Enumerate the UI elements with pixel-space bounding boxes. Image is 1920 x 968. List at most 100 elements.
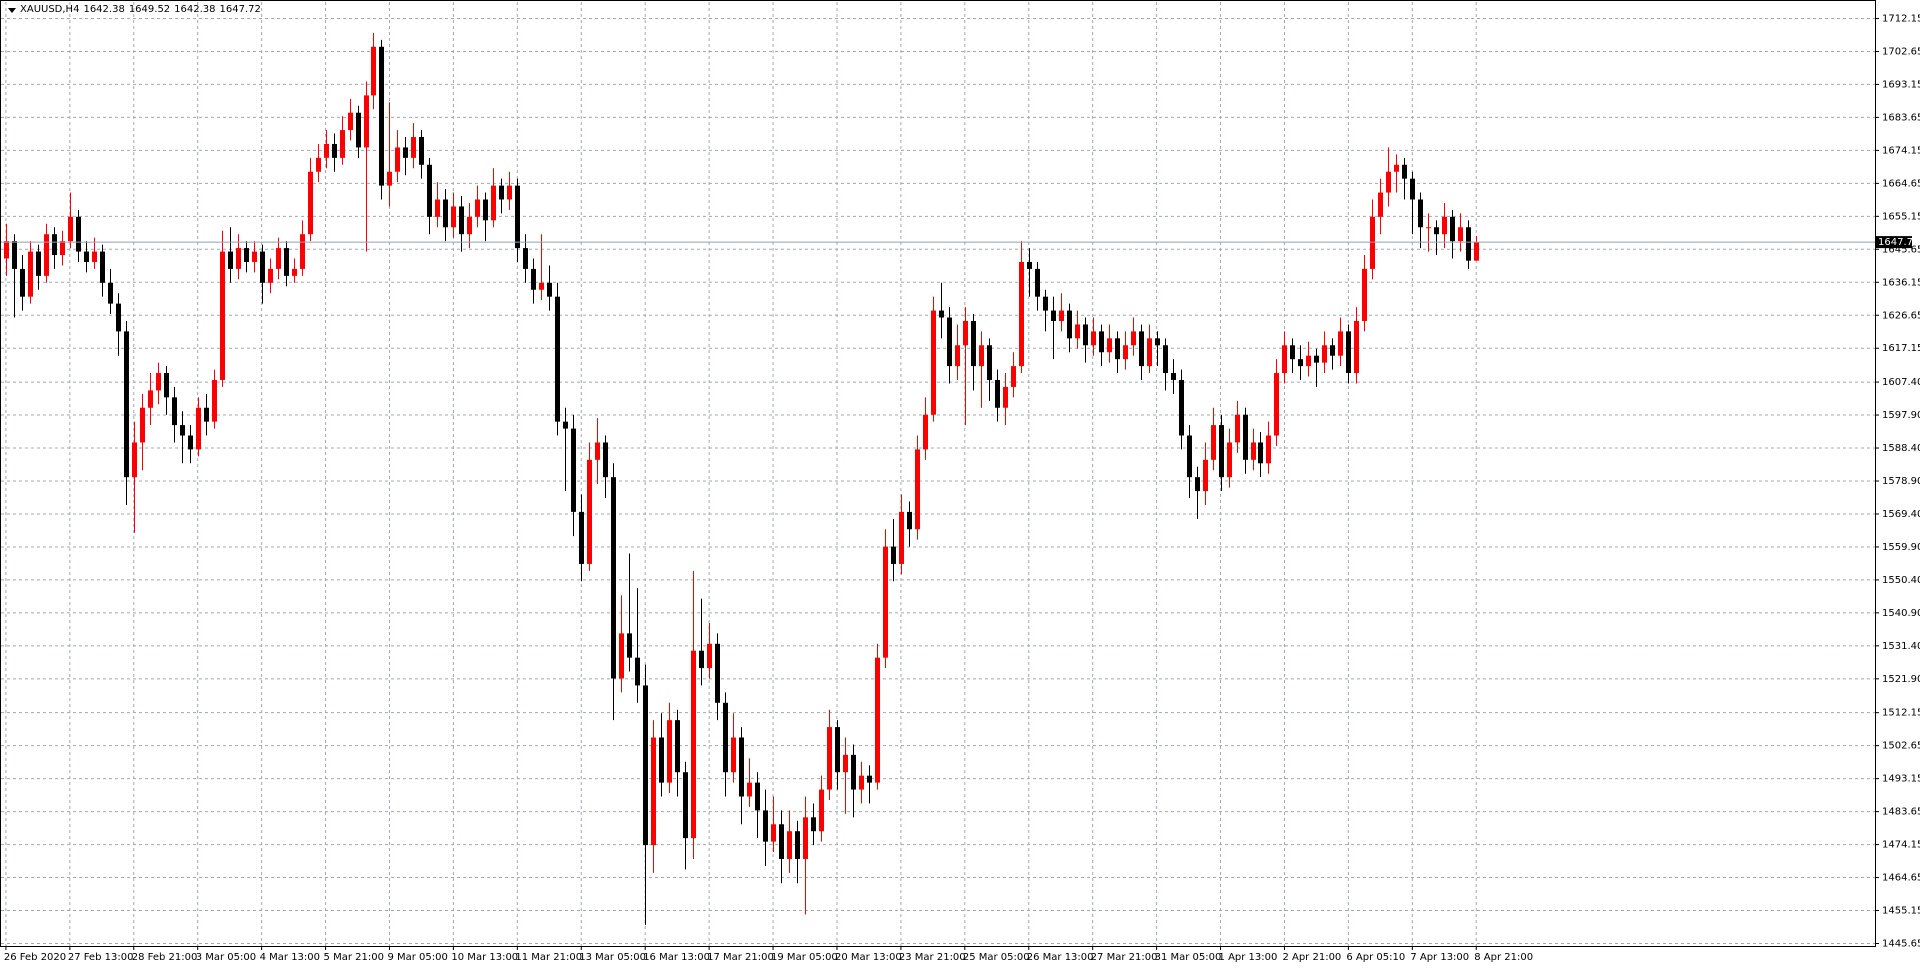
candle-body bbox=[1059, 310, 1064, 321]
candle-body bbox=[1474, 242, 1479, 261]
candle-body bbox=[196, 407, 201, 450]
y-tick-label: 1588.40 bbox=[1882, 443, 1920, 454]
candle-body bbox=[1274, 373, 1279, 436]
candle-body bbox=[539, 282, 544, 290]
candle-body bbox=[292, 268, 297, 276]
candle-body bbox=[619, 633, 624, 679]
y-tick-label: 1636.15 bbox=[1882, 277, 1920, 288]
candle-body bbox=[771, 824, 776, 842]
candle-body bbox=[483, 199, 488, 221]
candle-body bbox=[803, 817, 808, 859]
y-tick-label: 1617.15 bbox=[1882, 343, 1920, 354]
candle-body bbox=[92, 251, 97, 262]
candle-body bbox=[683, 772, 688, 839]
candle-body bbox=[963, 320, 968, 346]
x-tick-label: 26 Feb 2020 bbox=[4, 952, 66, 963]
y-tick-label: 1674.15 bbox=[1882, 145, 1920, 156]
x-tick-label: 13 Mar 05:00 bbox=[579, 952, 646, 963]
candle-body bbox=[475, 199, 480, 217]
candle-body bbox=[915, 449, 920, 530]
candle-body bbox=[1067, 310, 1072, 339]
x-tick-label: 19 Mar 05:00 bbox=[771, 952, 838, 963]
candle-body bbox=[787, 831, 792, 859]
candle-body bbox=[907, 511, 912, 530]
candle-body bbox=[20, 268, 25, 297]
candle-body bbox=[891, 546, 896, 564]
candle-body bbox=[515, 185, 520, 249]
x-tick-label: 4 Mar 13:00 bbox=[260, 952, 320, 963]
y-tick-label: 1569.40 bbox=[1882, 509, 1920, 520]
candle-body bbox=[1338, 331, 1343, 356]
candle-body bbox=[1091, 331, 1096, 346]
candle-body bbox=[1370, 216, 1375, 269]
x-tick-label: 23 Mar 21:00 bbox=[899, 952, 966, 963]
y-tick-label: 1512.15 bbox=[1882, 708, 1920, 719]
candle-body bbox=[1330, 345, 1335, 356]
candle-body bbox=[244, 248, 249, 262]
candle-body bbox=[691, 650, 696, 839]
y-tick-label: 1474.15 bbox=[1882, 840, 1920, 851]
y-tick-label: 1531.40 bbox=[1882, 641, 1920, 652]
candle-body bbox=[723, 702, 728, 773]
candle-body bbox=[356, 112, 361, 148]
candle-body bbox=[987, 345, 992, 380]
candle-body bbox=[379, 46, 384, 186]
candle-body bbox=[1179, 379, 1184, 436]
candle-body bbox=[707, 643, 712, 669]
candle-body bbox=[1139, 331, 1144, 367]
candle-body bbox=[979, 345, 984, 367]
candle-body bbox=[1075, 324, 1080, 339]
chart-header: XAUUSD,H4 1642.38 1649.52 1642.38 1647.7… bbox=[8, 4, 261, 15]
candle-body bbox=[747, 782, 752, 797]
candle-body bbox=[627, 633, 632, 658]
y-tick-label: 1493.15 bbox=[1882, 774, 1920, 785]
candle-body bbox=[1386, 171, 1391, 193]
candle-body bbox=[883, 546, 888, 658]
plot-frame bbox=[0, 0, 1876, 947]
candle-body bbox=[643, 685, 648, 846]
x-tick-label: 8 Apr 21:00 bbox=[1474, 952, 1533, 963]
candle-body bbox=[60, 241, 65, 256]
candle-body bbox=[1219, 425, 1224, 478]
y-tick-label: 1550.40 bbox=[1882, 575, 1920, 586]
x-tick-label: 27 Mar 21:00 bbox=[1091, 952, 1158, 963]
candle-body bbox=[587, 459, 592, 564]
candle-body bbox=[779, 824, 784, 859]
x-tick-label: 17 Mar 21:00 bbox=[707, 952, 774, 963]
x-tick-label: 3 Mar 05:00 bbox=[196, 952, 256, 963]
candle-body bbox=[579, 511, 584, 564]
candle-body bbox=[715, 643, 720, 703]
candle-body bbox=[1258, 442, 1263, 464]
candle-body bbox=[1298, 359, 1303, 367]
candle-body bbox=[308, 171, 313, 235]
y-tick-label: 1559.90 bbox=[1882, 542, 1920, 553]
candle-body bbox=[1426, 227, 1431, 229]
candle-body bbox=[124, 331, 129, 478]
candle-body bbox=[1035, 268, 1040, 297]
candle-body bbox=[603, 442, 608, 478]
x-tick-label: 25 Mar 05:00 bbox=[963, 952, 1030, 963]
candle-body bbox=[971, 320, 976, 367]
candle-body bbox=[1314, 355, 1319, 363]
candle-body bbox=[1362, 268, 1367, 321]
x-tick-label: 6 Apr 05:10 bbox=[1346, 952, 1405, 963]
candle-body bbox=[204, 407, 209, 422]
candle-body bbox=[563, 421, 568, 429]
candle-body bbox=[1402, 164, 1407, 179]
x-tick-label: 10 Mar 13:00 bbox=[451, 952, 518, 963]
y-tick-label: 1664.65 bbox=[1882, 178, 1920, 189]
candle-body bbox=[1027, 261, 1032, 269]
y-tick-label: 1578.90 bbox=[1882, 476, 1920, 487]
candle-body bbox=[1290, 345, 1295, 360]
candle-body bbox=[68, 216, 73, 242]
candle-body bbox=[1450, 216, 1455, 242]
candle-body bbox=[1011, 366, 1016, 387]
candle-body bbox=[611, 477, 616, 679]
y-tick-label: 1483.65 bbox=[1882, 807, 1920, 818]
candle-body bbox=[763, 810, 768, 842]
x-tick-label: 28 Feb 21:00 bbox=[132, 952, 198, 963]
candle-body bbox=[531, 268, 536, 290]
candle-body bbox=[1243, 414, 1248, 460]
candle-body bbox=[443, 199, 448, 228]
